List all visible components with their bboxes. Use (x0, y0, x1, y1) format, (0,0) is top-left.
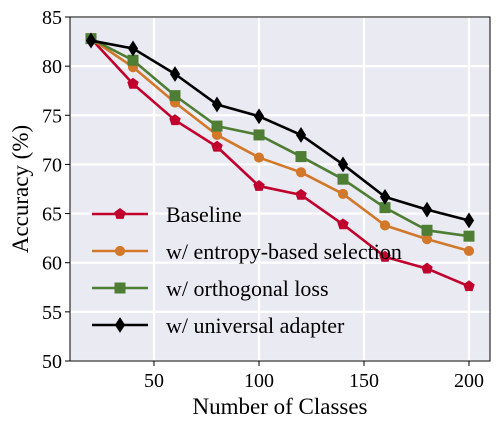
plot-frame (69, 16, 491, 362)
legend-label: Baseline (166, 202, 242, 227)
data-point (463, 212, 475, 229)
data-point (169, 66, 181, 82)
y-tick-label: 55 (42, 302, 62, 324)
data-point (169, 114, 181, 126)
data-point (463, 230, 475, 242)
data-point (379, 220, 391, 231)
series-line (90, 39, 470, 222)
data-point (295, 167, 307, 178)
y-tick-label: 60 (42, 253, 62, 275)
data-point (421, 224, 433, 236)
legend-entry: w/ orthogonal loss (92, 276, 329, 301)
series-line (90, 37, 470, 288)
data-point (337, 173, 349, 185)
x-tick-label: 200 (454, 370, 484, 392)
y-tick-label: 65 (42, 204, 62, 226)
data-point (379, 250, 391, 262)
series-line (90, 37, 470, 253)
data-point (337, 218, 349, 230)
data-point (253, 152, 265, 163)
data-point (463, 245, 475, 257)
legend-entry: w/ universal adapter (92, 313, 345, 338)
data-point (211, 140, 223, 152)
y-tick-label: 50 (42, 351, 62, 373)
data-point (253, 180, 265, 191)
legend-marker (114, 207, 126, 219)
data-point (169, 90, 181, 102)
data-point (211, 129, 223, 141)
data-point (421, 201, 433, 218)
legend: Baseline w/ entropy-based selection w/ ort… (92, 202, 402, 338)
data-point (337, 156, 349, 173)
data-point (85, 32, 97, 49)
y-axis-title: Accuracy (%) (8, 125, 33, 253)
data-point (127, 40, 139, 57)
y-tick-label: 85 (42, 7, 62, 29)
data-point (253, 129, 265, 141)
legend-marker (114, 317, 126, 333)
x-tick-label: 150 (349, 370, 379, 392)
y-tick-label: 70 (42, 154, 62, 176)
series-3 (85, 32, 475, 229)
data-point (211, 96, 223, 113)
data-point (127, 77, 139, 89)
legend-marker (114, 282, 126, 294)
x-tick-label: 100 (244, 370, 274, 392)
data-point (295, 188, 307, 200)
data-point (421, 262, 433, 274)
series-line (90, 37, 470, 238)
data-point (421, 234, 433, 245)
data-point (463, 280, 475, 292)
legend-label: w/ universal adapter (166, 313, 345, 338)
data-point (253, 108, 265, 125)
legend-entry: Baseline (92, 202, 242, 227)
series-layer (85, 32, 475, 292)
legend-entry: w/ entropy-based selection (92, 239, 402, 264)
data-point (337, 188, 349, 200)
data-point (295, 151, 307, 163)
data-point (127, 54, 139, 66)
data-point (379, 188, 391, 205)
x-tick-label: 50 (144, 370, 164, 392)
x-axis-title: Number of Classes (192, 394, 367, 419)
y-tick-label: 80 (42, 56, 62, 78)
axis-ticks: 50 55 60 65 70 75 80 85 50 100 150 200 (42, 7, 484, 392)
data-point (211, 120, 223, 132)
legend-label: w/ orthogonal loss (166, 276, 329, 301)
legend-marker (114, 245, 126, 257)
legend-label: w/ entropy-based selection (166, 239, 402, 264)
data-point (295, 127, 307, 143)
y-tick-label: 75 (42, 105, 62, 127)
series-2 (85, 33, 475, 242)
